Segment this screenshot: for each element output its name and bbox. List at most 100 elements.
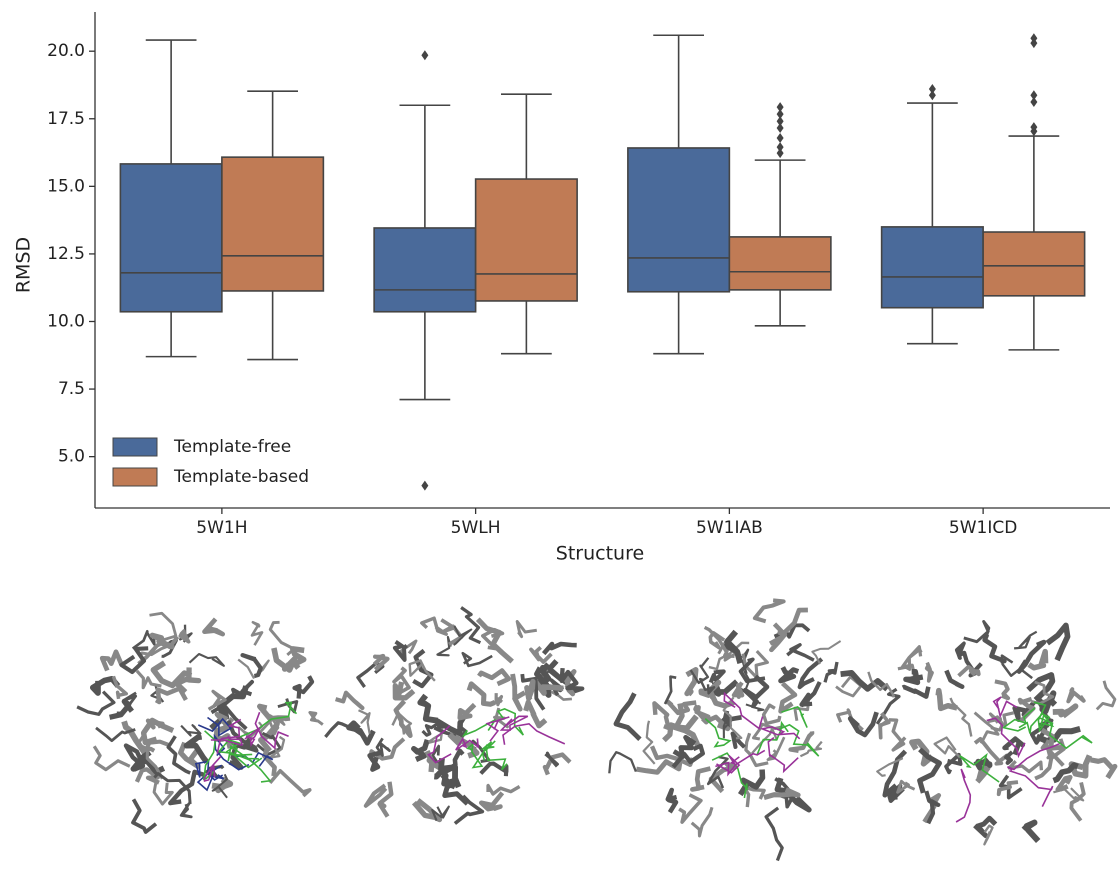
protein-ribbon (778, 666, 800, 684)
outlier (421, 480, 429, 491)
protein-ribbon (774, 777, 796, 809)
nucleic-strand (1001, 707, 1036, 732)
nucleic-strand (723, 691, 764, 730)
protein-ribbon (131, 629, 156, 650)
protein-ribbon (268, 735, 286, 759)
protein-ribbon (678, 793, 703, 824)
protein-ribbon (963, 620, 991, 644)
protein-ribbon (887, 783, 905, 803)
protein-ribbon (178, 629, 191, 644)
outlier (1030, 38, 1038, 49)
protein-ribbon (949, 697, 973, 737)
legend: Template-free Template-based (112, 437, 309, 487)
legend-label: Template-free (173, 437, 291, 457)
nucleic-strand (244, 727, 261, 748)
protein-ribbon (957, 664, 981, 678)
protein-ribbon (797, 657, 824, 690)
protein-ribbon (541, 641, 577, 656)
protein-ribbon (811, 640, 842, 665)
protein-ribbon (642, 720, 656, 765)
y-tick-label: 15.0 (47, 176, 85, 196)
outlier (776, 122, 784, 133)
protein-ribbon (202, 617, 226, 637)
box (627, 147, 731, 293)
protein-ribbon (1035, 726, 1081, 744)
protein-ribbon (1012, 700, 1037, 722)
protein-ribbon (744, 732, 769, 768)
box (982, 231, 1086, 297)
protein-ribbon (524, 678, 536, 702)
protein-ribbon (168, 769, 206, 806)
protein-ribbon (711, 679, 739, 697)
protein-ribbon (706, 755, 729, 789)
protein-ribbon (559, 667, 579, 691)
protein-ribbon (924, 790, 941, 825)
protein-ribbon (411, 739, 430, 762)
protein-ribbon (250, 620, 264, 646)
protein-ribbon (973, 736, 1009, 766)
protein-ribbon (876, 757, 904, 777)
protein-ribbon (477, 668, 512, 687)
y-tick-label: 10.0 (47, 311, 85, 331)
protein-ribbon (901, 684, 931, 699)
protein-ribbon (1066, 687, 1086, 704)
protein-ribbon (1055, 774, 1073, 792)
protein-ribbon (183, 733, 210, 764)
protein-ribbon (424, 750, 443, 773)
protein-ribbon (896, 779, 916, 794)
y-tick-label: 17.5 (47, 109, 85, 129)
protein-ribbon (665, 787, 679, 814)
protein-ribbon (308, 711, 324, 726)
nucleic-strand (203, 755, 222, 783)
protein-ribbon (240, 652, 263, 679)
x-tick-label: 5W1ICD (949, 518, 1017, 538)
protein-ribbon (372, 653, 390, 672)
protein-ribbon (494, 693, 504, 707)
protein-ribbon (761, 703, 782, 726)
protein-ribbon (730, 731, 746, 749)
protein-ribbon (134, 767, 160, 785)
protein-ribbon (177, 741, 201, 769)
protein-ribbon (453, 794, 485, 825)
protein-ribbon (752, 598, 786, 624)
protein-ribbon (544, 751, 559, 768)
protein-ribbon (888, 718, 907, 752)
x-tick-label: 5W1IAB (696, 518, 763, 538)
protein-ribbon (460, 606, 482, 645)
protein-ribbon (823, 661, 839, 683)
protein-ribbon (1007, 760, 1044, 774)
nucleic-strand (217, 738, 263, 769)
y-tick-label: 12.5 (47, 244, 85, 264)
protein-ribbon (1052, 762, 1079, 784)
protein-ribbon (909, 738, 935, 767)
protein-ribbon (935, 687, 958, 712)
protein-ribbon (475, 617, 514, 664)
protein-ribbon (740, 648, 750, 675)
protein-ribbon (954, 641, 966, 660)
nucleic-strand (711, 752, 748, 799)
protein-ribbon (393, 699, 413, 738)
protein-ribbon (135, 669, 162, 690)
protein-ribbon (479, 761, 509, 777)
protein-ribbon (258, 720, 280, 753)
protein-ribbon (766, 736, 786, 762)
nucleic-strand (955, 768, 972, 823)
protein-ribbon (268, 769, 312, 798)
nucleic-strand (716, 755, 741, 774)
protein-ribbon (917, 747, 942, 794)
outlier (421, 50, 429, 61)
nucleic-strand (465, 742, 484, 769)
protein-ribbon (207, 689, 227, 711)
nucleic-strand (959, 752, 1000, 783)
protein-ribbon (1052, 703, 1079, 719)
protein-ribbon (453, 625, 473, 646)
protein-ribbon (324, 721, 367, 739)
nucleic-strand (767, 737, 799, 774)
protein-ribbon (708, 669, 726, 684)
protein-ribbon (847, 711, 879, 738)
protein-ribbon (988, 711, 1015, 727)
protein-ribbon (92, 745, 131, 772)
protein-ribbon (835, 675, 863, 698)
nucleic-strand (197, 716, 233, 737)
protein-ribbon (663, 675, 677, 705)
